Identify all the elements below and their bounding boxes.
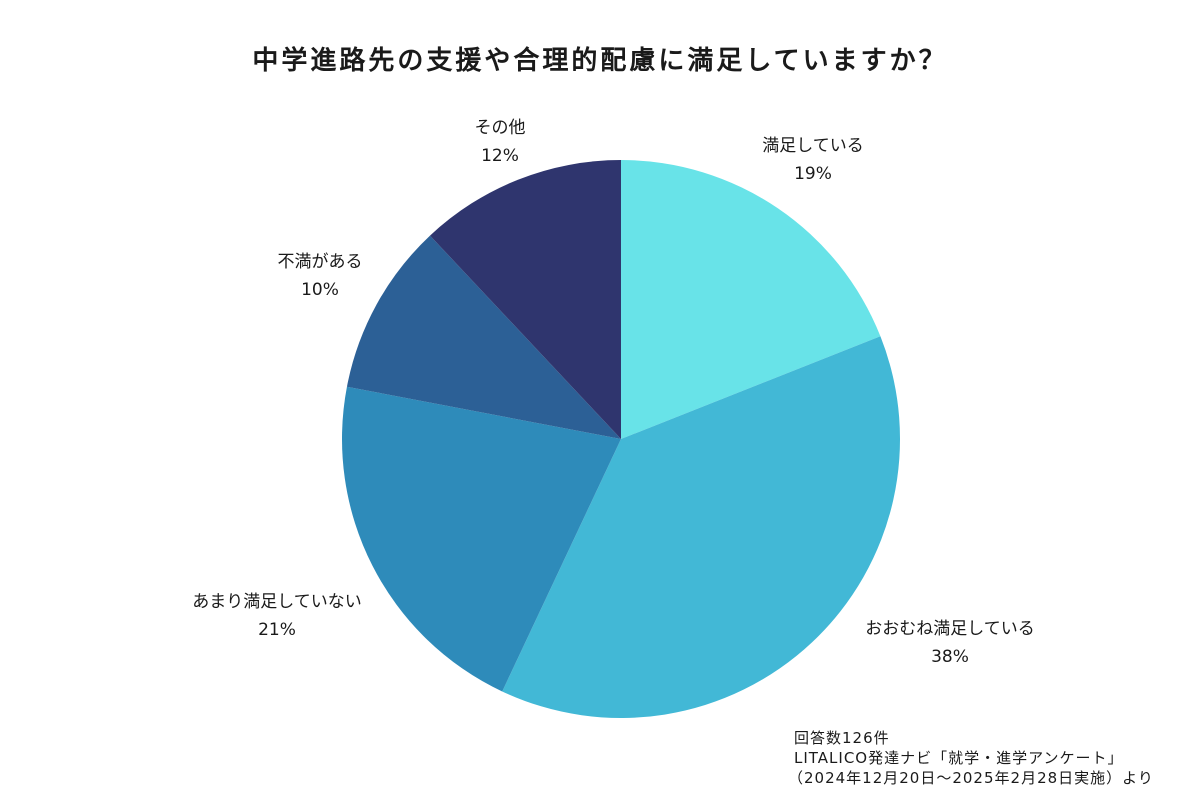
slice-label-satisfied-name: 満足している (762, 136, 864, 156)
slice-label-not-very-satisfied: あまり満足していない 21% (192, 588, 362, 644)
slice-label-mostly-satisfied-value: 38% (931, 647, 969, 667)
slice-label-mostly-satisfied: おおむね満足している 38% (865, 615, 1035, 671)
slice-label-mostly-satisfied-name: おおむね満足している (865, 619, 1035, 639)
slice-label-other-name: その他 (474, 118, 526, 138)
pie-slice-satisfied (621, 159, 881, 439)
slice-label-dissatisfied: 不満がある 10% (278, 248, 363, 304)
pie-slice-dissatisfied (346, 235, 621, 439)
slice-label-not-very-satisfied-value: 21% (258, 620, 296, 640)
slice-label-other-value: 12% (481, 146, 519, 166)
response-count: 回答数126件 (794, 729, 890, 747)
slice-label-satisfied-value: 19% (794, 164, 832, 184)
slice-label-satisfied: 満足している 19% (762, 132, 864, 188)
pie-slice-mostly-satisfied (502, 336, 901, 719)
slice-label-dissatisfied-name: 不満がある (277, 252, 363, 272)
source-footnote: 回答数126件 LITALICO発達ナビ「就学・進学アンケート」 （2024年1… (788, 728, 1154, 788)
survey-period: （2024年12月20日～2025年2月28日実施）より (788, 769, 1154, 787)
slice-label-other: その他 12% (475, 114, 526, 170)
pie-slice-not-very-satisfied (341, 386, 621, 692)
slice-label-not-very-satisfied-name: あまり満足していない (192, 592, 362, 612)
slice-label-dissatisfied-value: 10% (301, 280, 339, 300)
source-name: LITALICO発達ナビ「就学・進学アンケート」 (794, 749, 1124, 767)
chart-title: 中学進路先の支援や合理的配慮に満足していますか？ (252, 46, 948, 76)
pie-slice-other (430, 160, 621, 439)
